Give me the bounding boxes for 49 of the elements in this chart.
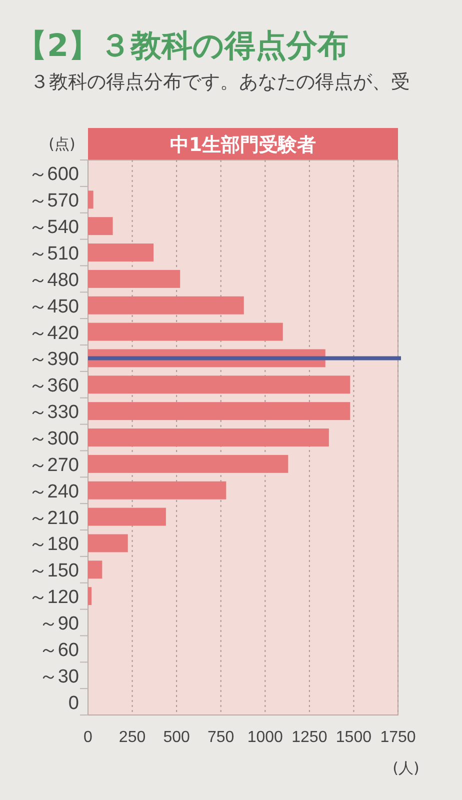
x-tick-label: 0 (84, 729, 93, 746)
y-tick-label: ～120 (28, 587, 79, 608)
y-tick-label: ～150 (28, 560, 79, 582)
bar (88, 534, 128, 552)
bar (88, 508, 166, 526)
y-tick-label: ～480 (28, 270, 79, 291)
y-tick-label: ～240 (28, 481, 79, 502)
y-tick-label: ～510 (28, 244, 79, 264)
x-tick-label: 750 (208, 729, 234, 746)
bar (88, 376, 350, 394)
y-tick-label: ～30 (38, 666, 79, 688)
y-tick-label: ～330 (28, 402, 79, 424)
x-axis-title: (人) (392, 759, 420, 777)
bar (88, 454, 288, 473)
y-tick-label: ～210 (28, 508, 79, 529)
bar (88, 402, 350, 420)
bar (88, 296, 244, 314)
y-tick-label: ～450 (28, 296, 79, 318)
x-tick-label: 500 (163, 729, 190, 746)
bar (88, 428, 329, 446)
y-tick-label: ～360 (28, 376, 79, 397)
text: 中1生部門受験者 (170, 134, 316, 156)
y-tick-label: ～180 (28, 534, 79, 556)
x-tick-label: 250 (118, 729, 146, 746)
y-axis-title: (点) (48, 135, 76, 153)
bar (88, 560, 102, 579)
y-tick-label: ～570 (28, 190, 79, 212)
y-tick-label: ～540 (28, 217, 79, 238)
chart-title: 【2】３教科の得点分布 (16, 28, 349, 64)
chart-subtitle: ３教科の得点分布です。あなたの得点が、受 (30, 71, 410, 93)
y-tick-label: 0 (68, 692, 79, 714)
x-tick-label: 1500 (336, 729, 372, 746)
y-tick-label: ～60 (38, 640, 79, 661)
bar (88, 244, 154, 262)
bar (88, 270, 180, 288)
bar (88, 217, 113, 236)
y-tick-label: ～420 (28, 322, 79, 344)
x-tick-label: 1000 (247, 729, 284, 746)
x-tick-label: 1250 (292, 729, 328, 746)
x-tick-label: 1750 (380, 729, 416, 746)
y-tick-label: ～300 (28, 428, 79, 450)
y-tick-label: ～90 (38, 614, 79, 634)
bar (88, 322, 283, 341)
y-tick-label: ～600 (28, 164, 79, 186)
y-tick-label: ～390 (28, 349, 79, 370)
bar (88, 587, 92, 606)
bar (88, 481, 226, 500)
y-tick-label: ～270 (28, 454, 79, 476)
bar (88, 190, 94, 209)
